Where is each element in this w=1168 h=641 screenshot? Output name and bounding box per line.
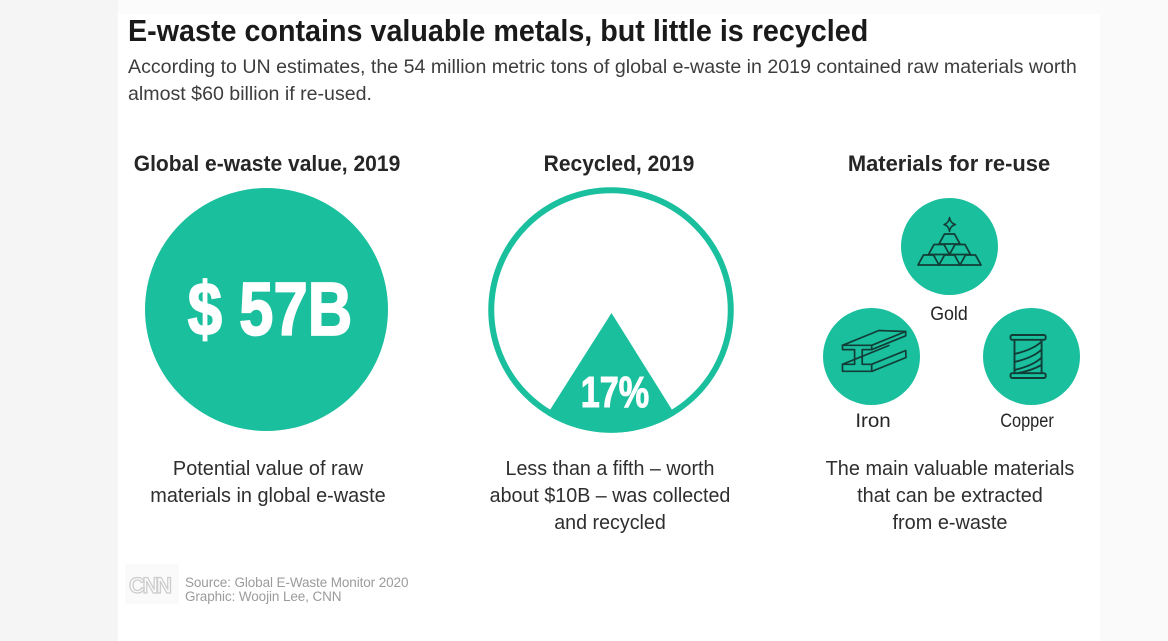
svg-text:CNN: CNN [129, 575, 172, 597]
